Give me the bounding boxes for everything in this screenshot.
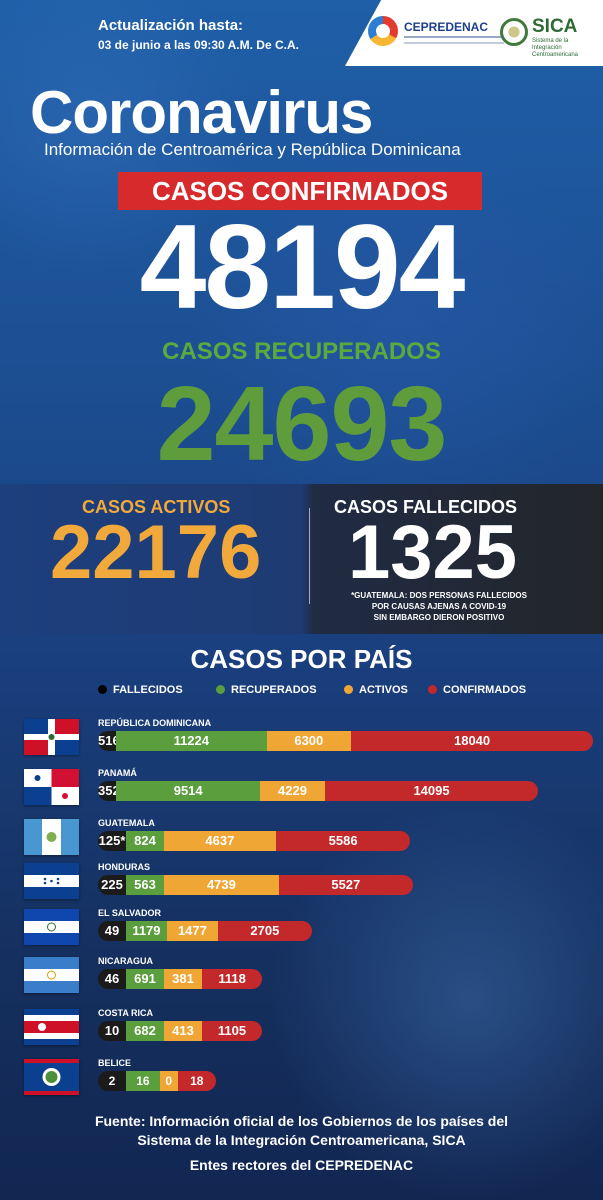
flag-costa-rica-icon [24,1009,79,1045]
bar-confirmados: 18040 [351,731,594,751]
confirmed-label: CASOS CONFIRMADOS [118,172,482,210]
bar-confirmados: 14095 [324,781,539,801]
bar-recuperados: 824 [126,831,164,851]
bar-fallecidos: 10 [98,1021,126,1041]
bar-fallecidos: 125* [98,831,126,851]
bar-recuperados: 16 [126,1071,160,1091]
legend-item-recuperados: RECUPERADOS [216,684,317,696]
legend-label: FALLECIDOS [113,684,183,696]
legend-dot-activos [344,685,353,694]
country-label: EL SALVADOR [98,908,162,918]
recovered-label: CASOS RECUPERADOS [162,338,441,365]
bar-recuperados: 11224 [116,731,267,751]
deceased-label: CASOS FALLECIDOS [334,497,518,517]
update-info: Actualización hasta: 03 de junio a las 0… [98,17,299,52]
flag-belice-icon [24,1059,79,1095]
by-country-title: CASOS POR PAÍS [190,644,413,674]
cepredenac-tagline-lines [404,36,504,44]
cepredenac-emblem-icon [368,16,398,46]
bar-activos: 1477 [166,921,218,941]
bar-activos: 6300 [266,731,352,751]
flag-el-salvador-icon [24,909,79,945]
recovered-value: 24693 [156,365,448,483]
guatemala-note: *GUATEMALA: DOS PERSONAS FALLECIDOS POR … [334,590,544,623]
flag-panamá-icon [24,769,79,805]
bar-activos: 413 [164,1021,202,1041]
bar-fallecidos: 352 [98,781,120,801]
active-label: CASOS ACTIVOS [82,497,231,517]
deceased-value: 1325 [348,510,518,595]
bar-recuperados: 682 [126,1021,164,1041]
note-line-3: SIN EMBARGO DIERON POSITIVO [373,613,505,622]
bar-confirmados: 5586 [275,831,411,851]
confirmed-value: 48194 [139,200,466,334]
flag-nicaragua-icon [24,957,79,993]
footer-line-2: Sistema de la Integración Centroamerican… [137,1132,466,1148]
bar-confirmados: 2705 [218,921,312,941]
sica-name: SICA [532,16,578,37]
note-line-1: *GUATEMALA: DOS PERSONAS FALLECIDOS [351,591,527,600]
flag-guatemala-icon [24,819,79,855]
country-label: BELICE [98,1058,132,1068]
update-label: Actualización hasta: [98,17,244,34]
legend-dot-fallecidos [98,685,107,694]
bar-recuperados: 691 [126,969,164,989]
bar-fallecidos: 516 [98,731,120,751]
bar-activos: 381 [164,969,202,989]
bar-recuperados: 1179 [126,921,167,941]
legend-dot-recuperados [216,685,225,694]
footer: Fuente: Información oficial de los Gobie… [0,1112,603,1175]
sica-logo: SICA Sistema de la Integración Centroame… [500,14,600,58]
active-deceased-band [0,484,603,634]
legend-label: RECUPERADOS [231,684,317,696]
country-label: REPÚBLICA DOMINICANA [98,718,212,728]
country-label: PANAMÁ [98,768,137,778]
bar-confirmados: 1118 [202,969,263,989]
update-date: 03 de junio a las 09:30 A.M. De C.A. [98,38,299,52]
bar-activos: 4229 [260,781,325,801]
bar-fallecidos: 46 [98,969,126,989]
bar-recuperados: 563 [126,875,164,895]
legend-label: CONFIRMADOS [443,684,527,696]
bar-activos: 4637 [164,831,276,851]
footer-line-3: Entes rectores del CEPREDENAC [189,1157,414,1173]
country-label: NICARAGUA [98,956,153,966]
bar-confirmados: 5527 [278,875,413,895]
bar-fallecidos: 225 [98,875,126,895]
bar-recuperados: 9514 [116,781,261,801]
bar-activos: 4739 [164,875,279,895]
bar-confirmados: 1105 [202,1021,262,1041]
legend-dot-confirmados [428,685,437,694]
legend-label: ACTIVOS [359,684,408,696]
flag-república-dominicana-icon [24,719,79,755]
cepredenac-name: CEPREDENAC [404,20,489,34]
country-label: COSTA RICA [98,1008,153,1018]
active-value: 22176 [50,510,262,595]
flag-honduras-icon [24,863,79,899]
country-label: GUATEMALA [98,818,155,828]
bar-fallecidos: 49 [98,921,126,941]
country-label: HONDURAS [98,862,151,872]
page-title: Coronavirus [30,79,373,146]
bar-confirmados: 18 [177,1071,216,1091]
sica-tagline: Sistema de la Integración Centroamerican… [532,38,579,58]
page-subtitle: Información de Centroamérica y República… [44,140,461,159]
bar-activos: 0 [159,1071,178,1091]
legend-item-fallecidos: FALLECIDOS [98,684,183,696]
legend-item-confirmados: CONFIRMADOS [428,684,526,696]
legend-item-activos: ACTIVOS [344,684,408,696]
bar-fallecidos: 2 [98,1071,126,1091]
note-line-2: POR CAUSAS AJENAS A COVID-19 [371,602,507,611]
sica-emblem-icon [500,18,528,46]
cepredenac-logo: CEPREDENAC [368,12,508,54]
band-divider [309,508,310,604]
footer-line-1: Fuente: Información oficial de los Gobie… [94,1113,509,1129]
